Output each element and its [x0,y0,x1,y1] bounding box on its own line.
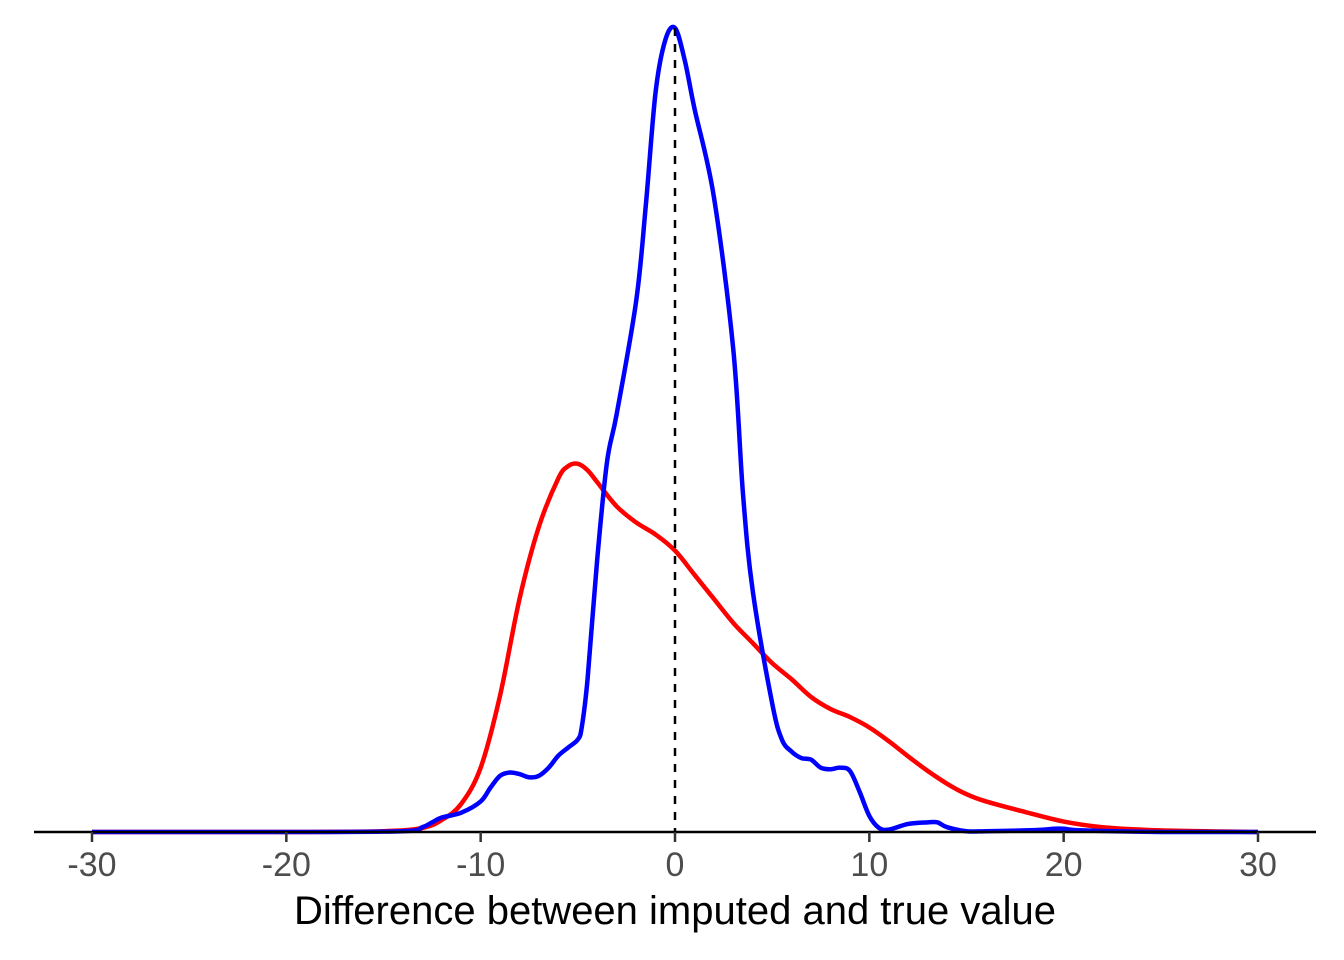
x-tick-label: -30 [67,846,116,884]
x-tick-label: 20 [1045,846,1083,884]
x-axis-title: Difference between imputed and true valu… [294,889,1056,933]
density-curve-2 [91,24,1258,835]
x-axis-ticks: -30 -20 -10 0 10 20 30 [67,832,1277,884]
x-tick-label: 0 [666,846,685,884]
x-tick-label: -10 [456,846,505,884]
x-tick-label: 30 [1239,846,1277,884]
x-tick-label: -20 [262,846,311,884]
series-layer [91,24,1259,835]
density-curve-1 [91,461,1259,835]
x-tick-label: 10 [850,846,888,884]
